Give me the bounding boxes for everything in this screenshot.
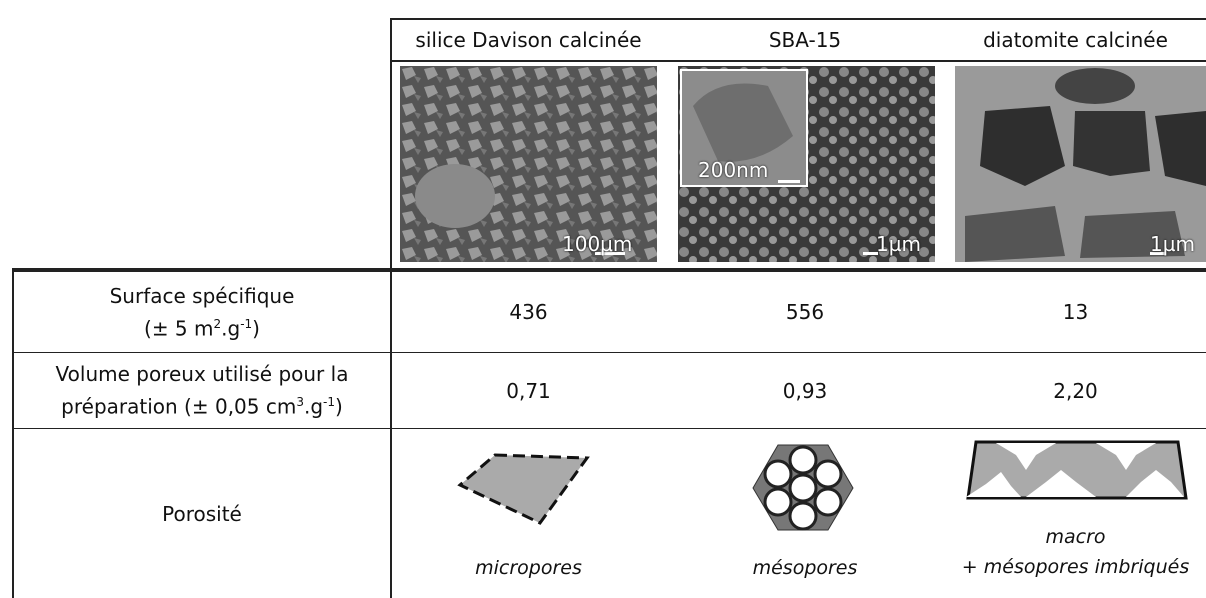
value-cell: 13: [1062, 300, 1089, 324]
value-cell: 2,20: [1053, 378, 1098, 403]
border: [12, 428, 1206, 429]
row-label: Surface spécifique (± 5 m2.g-1): [14, 272, 390, 352]
border: [390, 18, 1206, 20]
border: [12, 352, 1206, 353]
label-text: ): [335, 394, 343, 419]
sem-image: [678, 66, 935, 262]
caption: macro: [1045, 526, 1106, 548]
superscript: 3: [296, 395, 304, 410]
sem-image: [400, 66, 657, 262]
label-text: Volume poreux utilisé pour la: [55, 362, 349, 387]
column-header: SBA-15: [768, 28, 842, 52]
border: [12, 268, 1206, 272]
border: [12, 268, 14, 598]
scale-bar-label: 1µm: [876, 232, 921, 256]
macropore-icon: [966, 440, 1188, 500]
superscript: -1: [323, 395, 336, 410]
micropore-icon: [457, 453, 590, 525]
superscript: -1: [240, 316, 253, 331]
value-cell: 0,93: [782, 378, 828, 403]
column-header: diatomite calcinée: [983, 28, 1168, 52]
caption: micropores: [475, 557, 582, 579]
scale-bar-label: 100µm: [562, 232, 633, 256]
caption: + mésopores imbriqués: [961, 556, 1190, 578]
inset-scale-bar-label: 200nm: [698, 158, 769, 182]
border: [390, 60, 1206, 62]
scale-bar-label: 1µm: [1150, 232, 1195, 256]
superscript: 2: [213, 316, 222, 331]
value-cell: 556: [785, 300, 825, 324]
mesopore-icon: [752, 444, 854, 531]
caption: mésopores: [752, 557, 858, 579]
value-cell: 0,71: [506, 378, 551, 403]
label-text: Surface spécifique: [109, 283, 295, 308]
column-header: silice Davison calcinée: [415, 28, 642, 52]
value-cell: 436: [509, 300, 548, 324]
label-text: ): [252, 316, 260, 341]
label-text: (± 5 m: [144, 316, 214, 341]
label-text: .g: [303, 394, 324, 419]
label-text: préparation (± 0,05 cm: [61, 394, 297, 419]
border: [390, 18, 392, 598]
row-label: Volume poreux utilisé pour la préparatio…: [14, 353, 390, 428]
label-text: .g: [221, 316, 241, 341]
sem-image: [955, 66, 1206, 262]
row-label: Porosité: [162, 501, 242, 526]
